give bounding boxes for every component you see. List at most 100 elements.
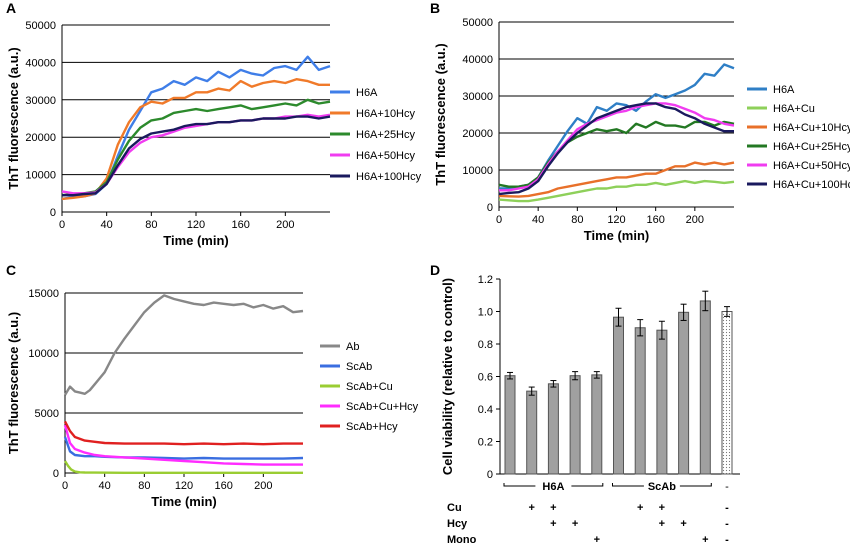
- series-line-a-2: [61, 77, 330, 201]
- y-axis-title: ThT fluorescence (a.u.): [433, 43, 448, 185]
- bar-6: [613, 316, 624, 475]
- legend-label: H6A+10Hcy: [356, 108, 416, 120]
- x-tick-label: 120: [187, 219, 205, 231]
- x-tick-label: 80: [571, 214, 583, 226]
- bar-1: [504, 375, 516, 475]
- series-line-c-2: [63, 436, 304, 460]
- legend-label: H6A: [773, 84, 795, 96]
- y-tick-label: 0: [50, 207, 56, 219]
- legend-label: ScAb: [346, 361, 372, 373]
- x-tick-label: 160: [214, 480, 232, 492]
- condition-mark: +: [528, 502, 534, 514]
- y-tick-label: 5000: [35, 408, 59, 420]
- series-line-c-1: [63, 294, 304, 396]
- legend-label: H6A+Cu+50Hcy: [773, 160, 850, 172]
- bar-7: [634, 327, 646, 475]
- panel-label-c: C: [6, 262, 17, 278]
- condition-mark: -: [725, 518, 729, 530]
- x-tick-label: 40: [99, 480, 111, 492]
- y-axis-title: Cell viability (relative to control): [440, 278, 455, 475]
- group-bracket-right: [679, 483, 712, 487]
- condition-mark: +: [659, 502, 665, 514]
- condition-label: Hcy: [447, 518, 468, 530]
- group-bracket-right: [571, 483, 604, 487]
- condition-mark: -: [725, 502, 729, 514]
- y-tick-label: 15000: [28, 288, 59, 300]
- y-tick-label: 10000: [28, 348, 59, 360]
- series-line-a-5: [62, 115, 331, 197]
- legend-label: ScAb+Cu+Hcy: [346, 401, 419, 413]
- bar-5: [591, 374, 603, 475]
- line-chart-a: 0 10000 20000 30000 40000 50000 0 40 80 120 160 200…: [6, 20, 422, 248]
- y-tick-label: 10000: [462, 165, 493, 177]
- y-tick-label: 0.6: [478, 372, 493, 384]
- series-line-b-3: [498, 161, 735, 198]
- condition-mark: +: [594, 534, 600, 544]
- x-tick-label: 120: [175, 480, 193, 492]
- condition-mark: +: [572, 518, 578, 530]
- condition-label: Mono: [447, 534, 477, 544]
- x-tick-label: 0: [62, 480, 68, 492]
- y-tick-label: 1.2: [478, 274, 493, 286]
- x-tick-label: 200: [686, 214, 704, 226]
- series-line-b-2: [498, 179, 735, 203]
- series-line-a-4: [61, 113, 331, 195]
- group-label: H6A: [542, 481, 564, 493]
- x-tick-label: 40: [532, 214, 544, 226]
- x-tick-label: 160: [646, 214, 664, 226]
- x-tick-label: 0: [59, 219, 65, 231]
- control-mark: -: [725, 481, 729, 493]
- panel-label-b: B: [430, 0, 441, 16]
- legend-label: H6A+50Hcy: [356, 150, 416, 162]
- y-tick-label: 0: [53, 468, 59, 480]
- condition-mark: +: [637, 502, 643, 514]
- legend-label: H6A+Cu+100Hcy: [773, 179, 850, 191]
- condition-mark: -: [725, 534, 729, 544]
- series-line-c-5: [63, 420, 303, 446]
- line-chart-c: 0 5000 10000 15000 0 40 80 120 160 200 Time (min) T…: [6, 288, 419, 509]
- bar-3: [547, 383, 559, 475]
- panel-label-a: A: [6, 0, 17, 16]
- y-tick-label: 30000: [462, 91, 493, 103]
- condition-mark: +: [550, 518, 556, 530]
- legend-label: H6A+Cu+25Hcy: [773, 141, 850, 153]
- legend-label: H6A+25Hcy: [356, 129, 416, 141]
- y-tick-label: 50000: [25, 20, 56, 32]
- y-tick-label: 30000: [25, 95, 56, 107]
- x-axis-title: Time (min): [584, 228, 650, 243]
- condition-mark: +: [550, 502, 556, 514]
- group-bracket-left: [503, 483, 536, 487]
- x-tick-label: 200: [254, 480, 272, 492]
- bar-2: [526, 390, 538, 475]
- y-tick-label: 50000: [462, 17, 493, 29]
- x-tick-label: 0: [496, 214, 502, 226]
- x-axis-title: Time (min): [151, 494, 217, 509]
- series-line-c-3: [63, 460, 303, 475]
- legend-label: ScAb+Hcy: [346, 421, 398, 433]
- series-line-c-4: [63, 424, 303, 466]
- condition-mark: +: [680, 518, 686, 530]
- y-tick-label: 0.4: [478, 404, 493, 416]
- x-tick-label: 160: [231, 219, 249, 231]
- x-tick-label: 40: [101, 219, 113, 231]
- x-axis-title: Time (min): [163, 233, 229, 248]
- series-line-a-3: [61, 98, 331, 197]
- y-tick-label: 20000: [462, 128, 493, 140]
- bar-4: [569, 375, 581, 475]
- y-axis-title: ThT fluorescence (a.u.): [6, 312, 21, 454]
- group-label: ScAb: [648, 481, 676, 493]
- y-tick-label: 0: [487, 469, 493, 481]
- y-tick-label: 20000: [25, 132, 56, 144]
- y-tick-label: 0.8: [478, 339, 493, 351]
- condition-mark: +: [702, 534, 708, 544]
- bar-11: [721, 311, 733, 475]
- bar-chart-d: 0 0.2 0.4 0.6 0.8 1.0 1.2 Cell viability (relat…: [440, 274, 740, 544]
- bar-10: [699, 300, 711, 475]
- x-tick-label: 200: [276, 219, 294, 231]
- legend-label: H6A: [356, 87, 378, 99]
- legend-label: ScAb+Cu: [346, 381, 393, 393]
- y-tick-label: 0: [487, 202, 493, 214]
- y-tick-label: 40000: [25, 57, 56, 69]
- series-line-a-1: [61, 55, 331, 201]
- y-axis-title: ThT fluorescence (a.u.): [6, 47, 21, 189]
